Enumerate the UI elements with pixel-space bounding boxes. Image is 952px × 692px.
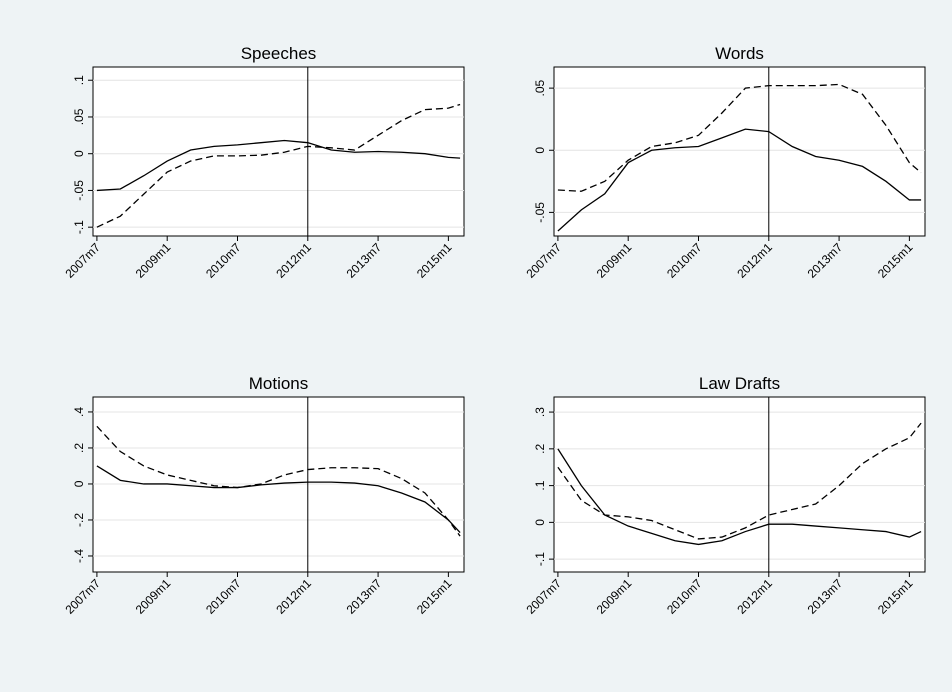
y-tick-label: .3 [533,407,547,417]
plot-area [553,66,926,237]
x-tick-label: 2013m7 [344,240,385,281]
y-tick-label: 0 [533,519,547,526]
plot-area [553,396,926,573]
y-tick-label: -.1 [533,552,547,566]
x-tick-label: 2007m7 [62,240,103,281]
x-tick-label: 2012m1 [273,240,314,281]
y-tick-label: 0 [72,150,86,157]
x-tick-label: 2015m1 [875,576,916,617]
x-tick-label: 2010m7 [664,240,705,281]
x-tick-label: 2013m7 [805,240,846,281]
line-series [557,83,922,192]
panel-title: Law Drafts [699,374,780,393]
panel-title: Words [715,44,764,63]
x-tick-label: 2009m1 [594,576,635,617]
line-series [96,103,461,228]
y-tick-label: .2 [533,444,547,454]
x-tick-label: 2015m1 [875,240,916,281]
line-series [557,422,922,540]
x-tick-label: 2010m7 [664,576,705,617]
y-tick-label: 0 [72,480,86,487]
x-tick-label: 2012m1 [734,240,775,281]
x-tick-label: 2012m1 [734,576,775,617]
x-tick-label: 2009m1 [133,576,174,617]
x-tick-label: 2015m1 [414,576,455,617]
y-tick-label: .1 [533,480,547,490]
y-tick-label: 0 [533,147,547,154]
y-tick-label: -.1 [72,220,86,234]
y-tick-label: -.05 [533,202,547,223]
x-tick-label: 2013m7 [805,576,846,617]
y-tick-label: .4 [72,407,86,417]
line-series [96,465,461,534]
x-tick-label: 2009m1 [594,240,635,281]
y-tick-label: -.4 [72,549,86,563]
y-tick-label: .1 [72,75,86,85]
x-tick-label: 2007m7 [523,240,564,281]
line-series [96,425,461,537]
x-tick-label: 2007m7 [62,576,103,617]
panel-title: Motions [249,374,309,393]
panel-title: Speeches [241,44,317,63]
line-series [557,448,922,546]
x-tick-label: 2012m1 [273,576,314,617]
line-series [96,139,461,192]
x-tick-label: 2007m7 [523,576,564,617]
y-tick-label: .05 [72,108,86,125]
x-tick-label: 2015m1 [414,240,455,281]
line-series [557,128,922,232]
x-tick-label: 2009m1 [133,240,174,281]
x-tick-label: 2010m7 [203,576,244,617]
y-tick-label: .05 [533,79,547,96]
x-tick-label: 2010m7 [203,240,244,281]
x-tick-label: 2013m7 [344,576,385,617]
y-tick-label: -.2 [72,513,86,527]
plot-area [92,66,465,237]
y-tick-label: .2 [72,443,86,453]
y-tick-label: -.05 [72,180,86,201]
